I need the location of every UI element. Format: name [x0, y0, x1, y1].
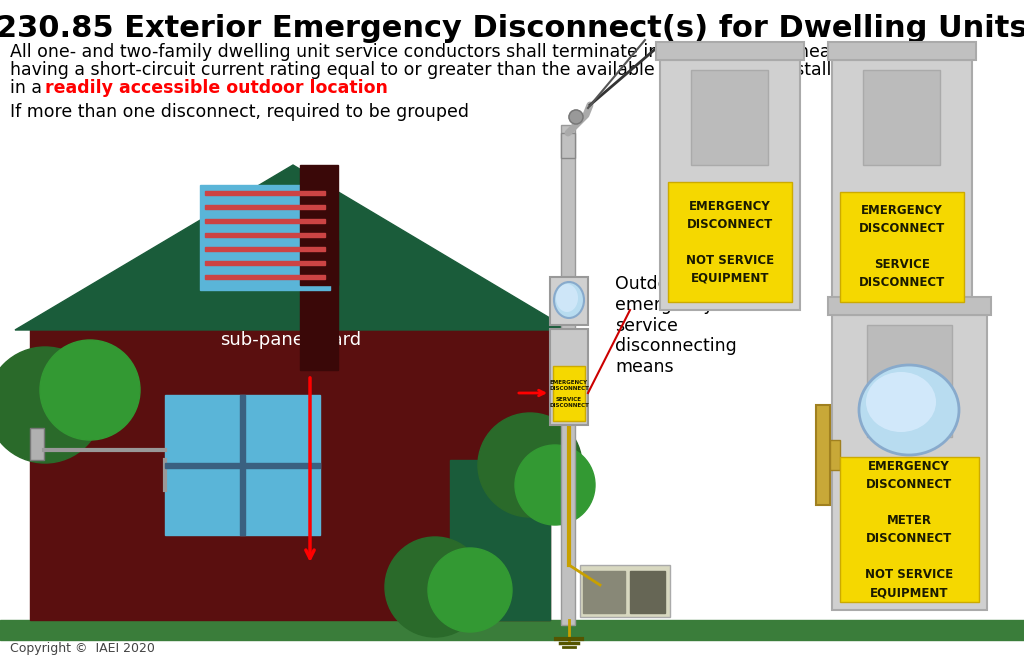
Bar [630, 571, 665, 613]
Text: in a: in a [10, 79, 47, 97]
Bar [580, 565, 670, 617]
Bar [828, 297, 991, 315]
Text: EMERGENCY
DISCONNECT

SERVICE
DISCONNECT: EMERGENCY DISCONNECT SERVICE DISCONNECT [549, 380, 589, 408]
Circle shape [478, 413, 582, 517]
Bar [300, 165, 338, 285]
Bar [831, 60, 972, 310]
Bar [30, 428, 44, 460]
Text: EMERGENCY
DISCONNECT

SERVICE
DISCONNECT: EMERGENCY DISCONNECT SERVICE DISCONNECT [859, 205, 945, 289]
Bar [205, 233, 325, 237]
Bar [831, 315, 987, 610]
Bar [205, 191, 325, 195]
Text: 230.85 Exterior Emergency Disconnect(s) for Dwelling Units: 230.85 Exterior Emergency Disconnect(s) … [0, 14, 1024, 43]
Bar [165, 395, 319, 535]
Ellipse shape [554, 282, 584, 318]
Text: If more than one disconnect, required to be grouped: If more than one disconnect, required to… [10, 103, 469, 121]
Circle shape [428, 548, 512, 632]
Circle shape [515, 445, 595, 525]
Bar [691, 70, 768, 165]
Bar [840, 457, 979, 602]
Text: Feeder to indoor
sub-panelboard: Feeder to indoor sub-panelboard [220, 310, 369, 349]
Bar [828, 42, 976, 60]
Bar [553, 366, 585, 421]
Bar [205, 275, 325, 279]
Text: EMERGENCY
DISCONNECT

METER
DISCONNECT

NOT SERVICE
EQUIPMENT: EMERGENCY DISCONNECT METER DISCONNECT NO… [865, 460, 953, 600]
Text: Copyright ©  IAEI 2020: Copyright © IAEI 2020 [10, 642, 155, 655]
Bar [656, 42, 804, 60]
Bar [550, 329, 588, 425]
Ellipse shape [859, 365, 959, 455]
Bar [205, 261, 325, 265]
Bar [660, 60, 800, 310]
Bar [0, 620, 1024, 640]
Bar [205, 247, 325, 251]
Text: having a short-circuit current rating equal to or greater than the available fau: having a short-circuit current rating eq… [10, 61, 853, 79]
Bar [30, 325, 550, 620]
Polygon shape [15, 165, 570, 330]
Text: All one- and two-family dwelling unit service conductors shall terminate in disc: All one- and two-family dwelling unit se… [10, 43, 851, 61]
Circle shape [40, 340, 140, 440]
Ellipse shape [556, 284, 578, 312]
Circle shape [385, 537, 485, 637]
Circle shape [0, 347, 103, 463]
Bar [205, 205, 325, 209]
Bar [830, 440, 840, 470]
Bar [165, 463, 319, 468]
Circle shape [569, 110, 583, 124]
Text: readily accessible outdoor location: readily accessible outdoor location [45, 79, 388, 97]
Text: Outdoor
emergency
service
disconnecting
means: Outdoor emergency service disconnecting … [615, 275, 736, 376]
Bar [300, 240, 338, 370]
Bar [561, 133, 575, 158]
Bar [867, 325, 952, 437]
Ellipse shape [866, 372, 936, 432]
Bar [583, 571, 625, 613]
Bar [863, 70, 940, 165]
Bar [816, 405, 830, 505]
Bar [450, 460, 550, 620]
Bar [200, 185, 330, 290]
Bar [240, 395, 245, 535]
Bar [668, 182, 792, 302]
Text: EMERGENCY
DISCONNECT

NOT SERVICE
EQUIPMENT: EMERGENCY DISCONNECT NOT SERVICE EQUIPME… [686, 200, 774, 285]
Bar [550, 277, 588, 325]
Bar [561, 125, 575, 625]
Bar [205, 219, 325, 223]
Bar [840, 192, 964, 302]
